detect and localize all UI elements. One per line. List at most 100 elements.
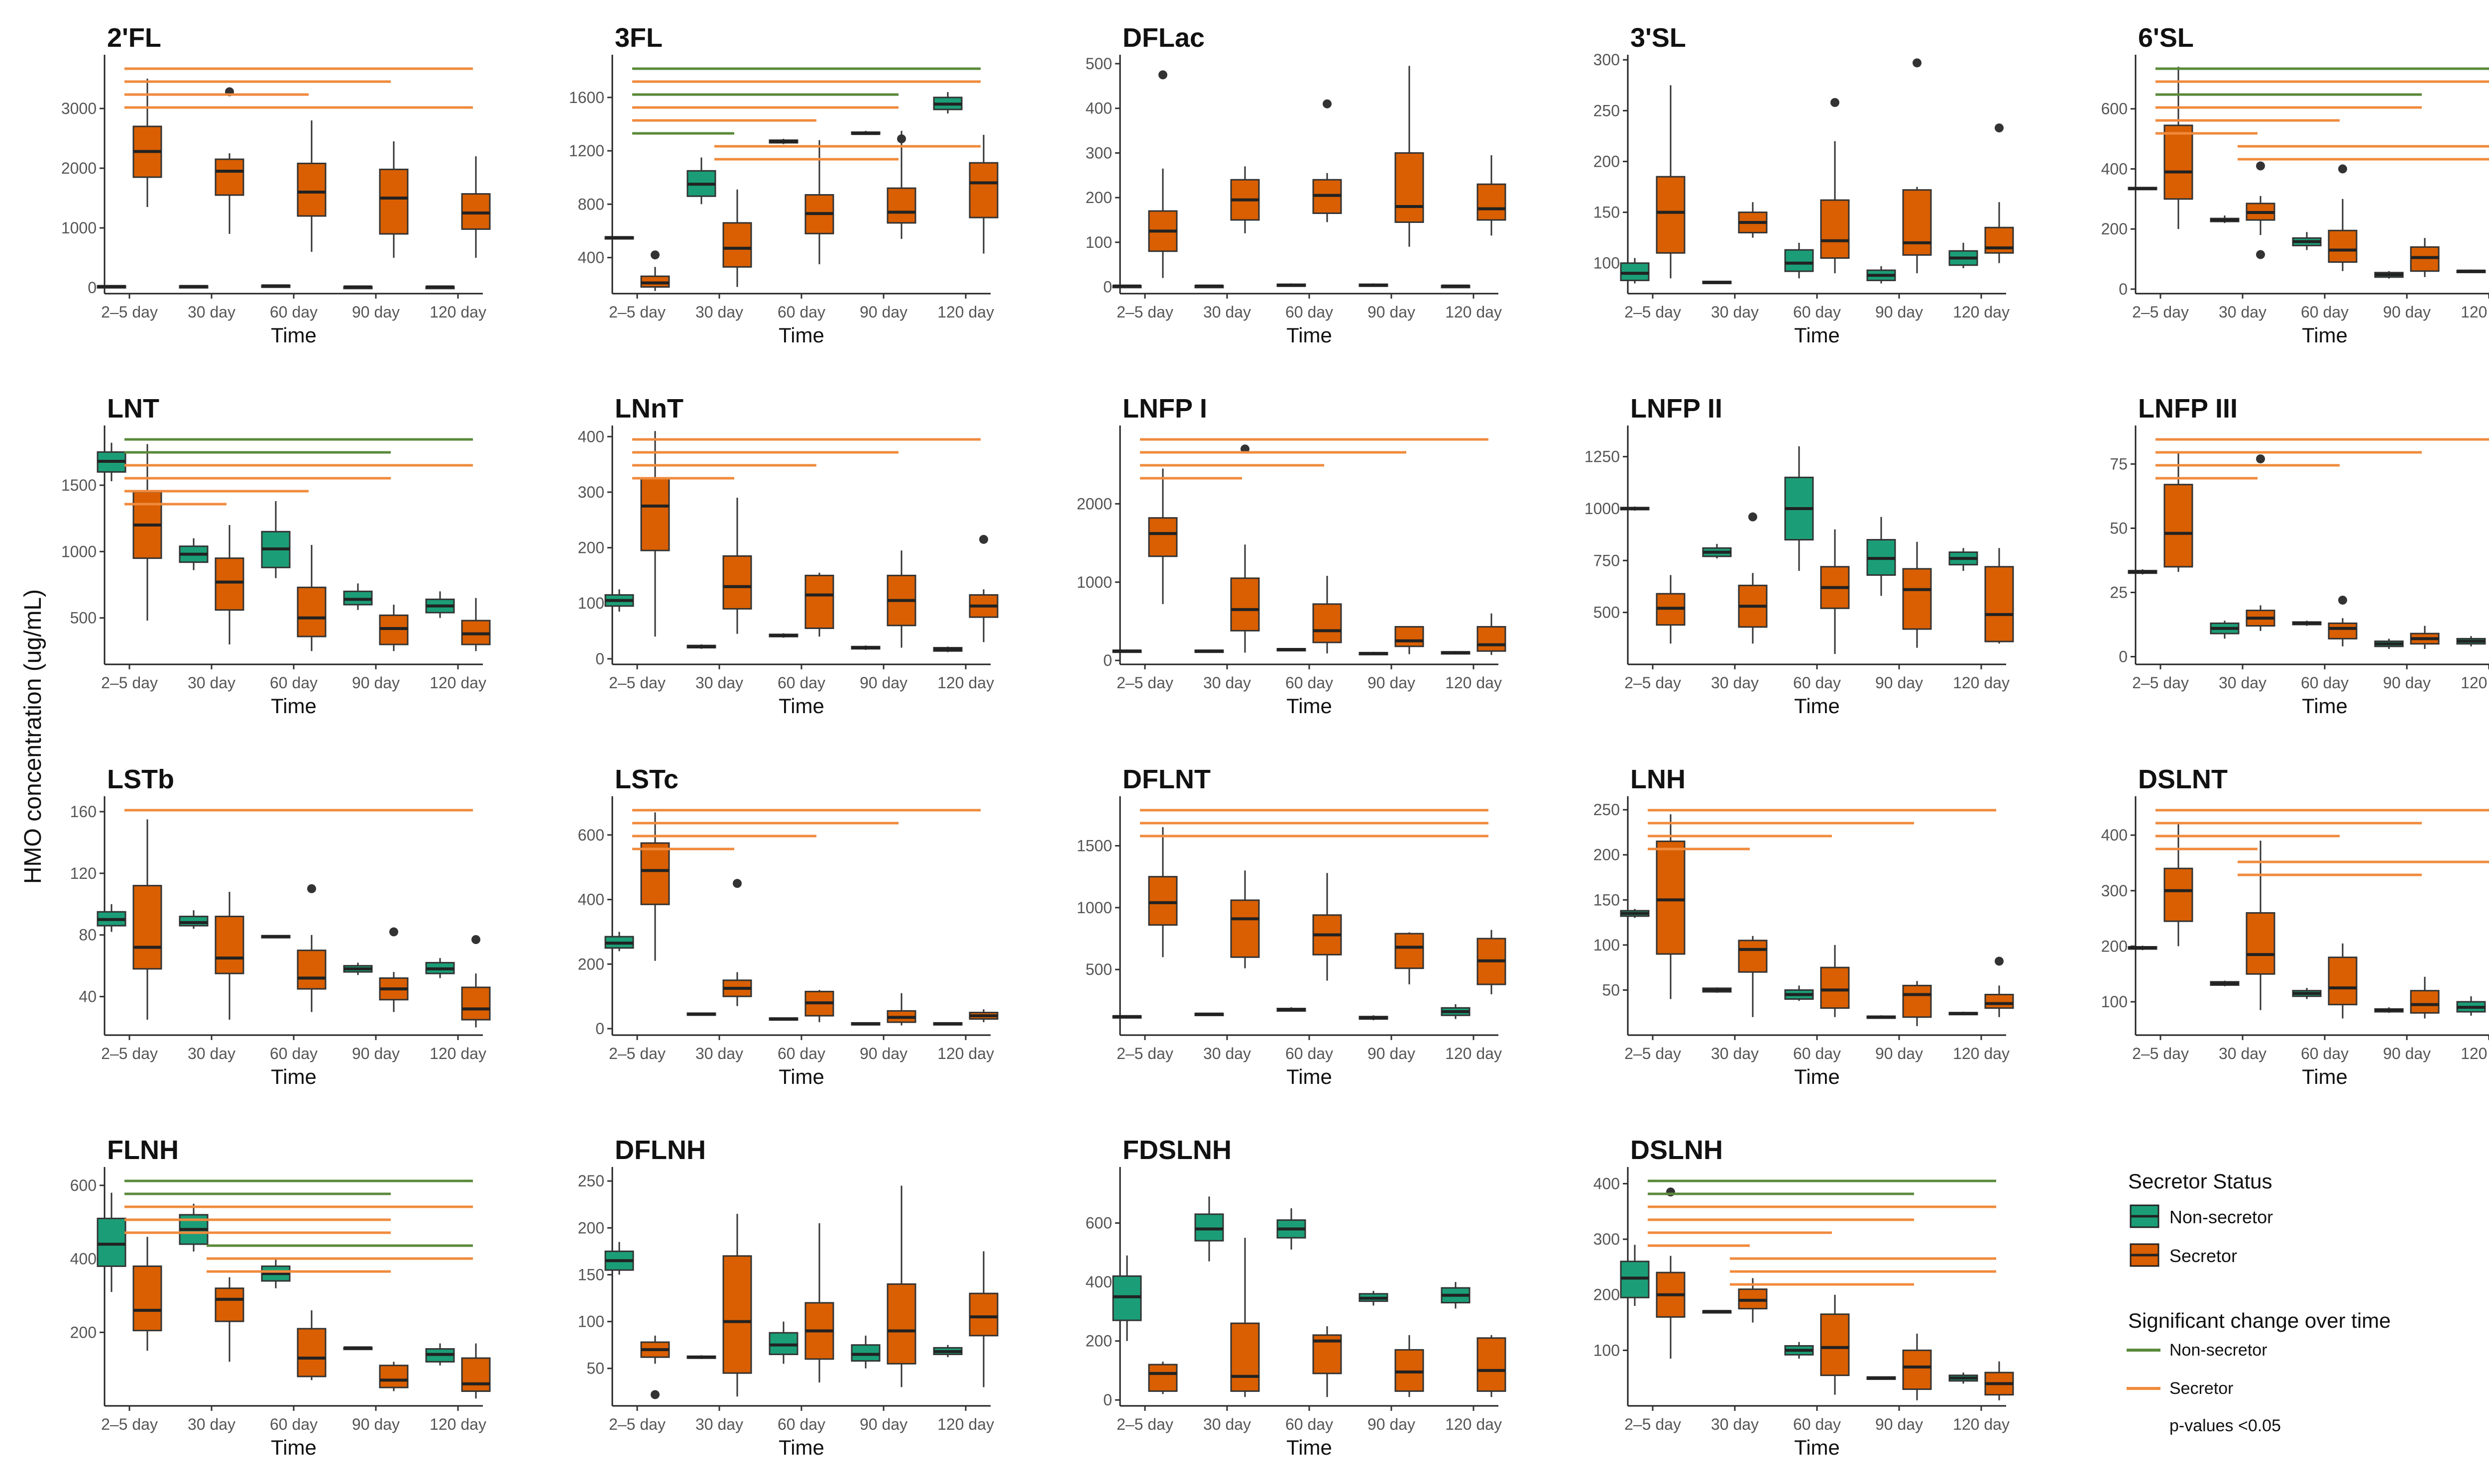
outlier-point [1158, 70, 1167, 80]
panel-title: LNFP I [1123, 394, 1207, 424]
secretor-box-4 [1476, 1335, 1506, 1397]
iqr-box [1902, 568, 1932, 630]
nonsecretor-box-1 [1194, 284, 1224, 289]
y-tick-label: 200 [1593, 846, 1620, 864]
secretor-box-0 [2163, 67, 2193, 229]
secretor-box-0 [2163, 824, 2193, 947]
nonsecretor-box-1 [686, 1012, 716, 1016]
y-tick-label: 1000 [1584, 500, 1620, 518]
x-tick-label: 120 day [2461, 303, 2489, 321]
y-tick-label: 500 [1086, 55, 1112, 73]
panel-lnfp-ii: LNFP II 500 750 1000 1250 2–5 day 30 day 60 day… [1584, 394, 2014, 718]
nonsecretor-box-2 [769, 138, 798, 144]
secretor-box-1 [2246, 605, 2275, 631]
nonsecretor-box-3 [851, 130, 881, 135]
nonsecretor-box-1 [1194, 1196, 1224, 1262]
panel-title: LSTc [615, 764, 679, 794]
secretor-box-2 [804, 572, 834, 637]
nonsecretor-box-0 [2128, 946, 2157, 951]
iqr-box [969, 1292, 999, 1337]
secretor-box-1 [2246, 196, 2275, 235]
x-tick-label: 120 day [1953, 303, 2010, 321]
secretor-box-3 [2410, 238, 2440, 277]
nonsecretor-box-1 [686, 1355, 716, 1359]
nonsecretor-box-2 [1784, 985, 1814, 1001]
x-axis-title: Time [271, 694, 317, 718]
iqr-box [2163, 484, 2193, 568]
y-tick-label: 100 [1593, 254, 1620, 272]
x-tick-label: 60 day [778, 1415, 825, 1433]
y-tick-label: 100 [2101, 993, 2128, 1011]
iqr-box [132, 1265, 162, 1332]
outlier-point [897, 134, 906, 143]
nonsecretor-box-0 [1112, 1015, 1142, 1019]
nonsecretor-box-3 [1358, 651, 1388, 655]
iqr-box [1230, 577, 1260, 632]
nonsecretor-box-0 [1620, 1245, 1650, 1306]
x-tick-label: 90 day [1875, 674, 1923, 692]
x-tick-label: 2–5 day [609, 1045, 666, 1062]
y-tick-label: 1500 [61, 476, 97, 494]
outlier-point [651, 250, 660, 260]
x-tick-label: 2–5 day [1117, 303, 1173, 321]
secretor-box-0 [132, 819, 162, 1020]
secretor-box-4 [461, 598, 491, 651]
nonsecretor-box-3 [343, 962, 373, 975]
y-tick-label: 1250 [1584, 448, 1620, 466]
secretor-box-0 [640, 1335, 670, 1364]
iqr-box [2163, 124, 2193, 200]
nonsecretor-box-2 [2292, 988, 2322, 999]
panel-title: 3FL [615, 23, 663, 53]
x-tick-label: 30 day [1711, 303, 1759, 321]
x-tick-label: 90 day [2383, 303, 2431, 321]
x-tick-label: 60 day [2301, 674, 2349, 692]
x-tick-label: 120 day [937, 1045, 994, 1062]
iqr-box [179, 916, 209, 927]
y-tick-label: 400 [70, 1250, 97, 1268]
secretor-box-1 [1230, 1238, 1260, 1397]
secretor-box-4 [969, 1251, 999, 1387]
x-tick-label: 2–5 day [2132, 303, 2189, 321]
nonsecretor-box-2 [1784, 1342, 1814, 1359]
nonsecretor-box-2 [261, 284, 291, 288]
y-tick-label: 1600 [569, 89, 604, 106]
secretor-box-1 [2246, 841, 2275, 1010]
y-tick-label: 150 [1593, 891, 1620, 909]
nonsecretor-box-4 [1441, 284, 1471, 289]
nonsecretor-box-3 [851, 1022, 881, 1026]
legend-sig-secretor: Secretor [2169, 1379, 2234, 1398]
nonsecretor-box-4 [425, 285, 455, 290]
nonsecretor-box-0 [97, 904, 126, 932]
secretor-box-2 [804, 990, 834, 1023]
iqr-box [722, 1255, 752, 1374]
secretor-box-2 [2328, 618, 2358, 646]
y-tick-label: 400 [578, 427, 604, 445]
y-tick-label: 200 [578, 1219, 604, 1237]
panel-title: LNFP II [1630, 394, 1722, 424]
y-tick-label: 160 [70, 803, 97, 821]
secretor-box-2 [804, 140, 834, 265]
nonsecretor-box-2 [2292, 232, 2322, 250]
nonsecretor-box-1 [686, 644, 716, 649]
secretor-box-0 [2163, 451, 2193, 572]
x-tick-label: 90 day [352, 1415, 400, 1433]
iqr-box [1394, 933, 1424, 969]
x-tick-label: 60 day [1285, 303, 1333, 321]
x-tick-label: 60 day [1793, 674, 1841, 692]
nonsecretor-box-1 [179, 285, 209, 289]
panel-title: LNH [1630, 764, 1686, 794]
panel-title: DFLNT [1123, 764, 1211, 794]
secretor-box-4 [969, 589, 999, 642]
x-tick-label: 90 day [860, 1415, 907, 1433]
iqr-box [2410, 246, 2440, 272]
secretor-box-2 [2328, 943, 2358, 1019]
iqr-box [379, 168, 409, 235]
y-tick-label: 120 [70, 864, 97, 882]
x-tick-label: 2–5 day [2132, 1045, 2189, 1062]
outlier-point [979, 534, 988, 544]
x-tick-label: 60 day [2301, 1045, 2349, 1062]
outlier-point [1748, 512, 1757, 522]
iqr-box [379, 1365, 409, 1388]
nonsecretor-box-4 [1948, 1373, 1978, 1384]
x-tick-label: 60 day [270, 303, 318, 321]
